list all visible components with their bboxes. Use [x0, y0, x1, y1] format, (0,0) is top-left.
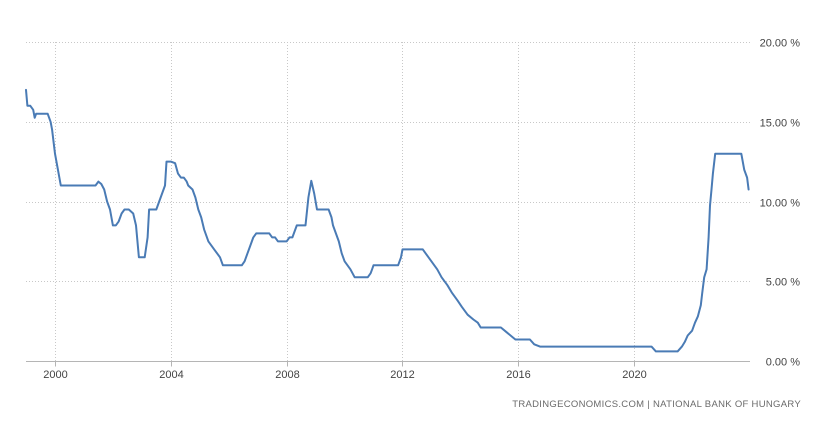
chart-source-credit: TRADINGECONOMICS.COM | NATIONAL BANK OF …	[512, 399, 801, 410]
x-tick-label: 2016	[506, 369, 530, 381]
y-tick-label: 5.00 %	[766, 277, 800, 289]
x-tick-label: 2008	[275, 369, 299, 381]
chart-series	[25, 88, 750, 353]
series-line-0	[25, 88, 750, 353]
y-tick-label: 15.00 %	[760, 118, 801, 130]
x-tick-label: 2000	[43, 369, 67, 381]
x-tick-label: 2004	[159, 369, 183, 381]
y-tick-label: 0.00 %	[766, 357, 800, 369]
y-tick-label: 10.00 %	[760, 198, 801, 210]
x-tick-label: 2020	[622, 369, 646, 381]
x-axis: 2000 2004 2008 2012 2016 2020	[26, 361, 750, 381]
y-axis: 0.00 % 5.00 % 10.00 % 15.00 % 20.00 %	[760, 38, 801, 369]
y-tick-label: 20.00 %	[760, 38, 801, 50]
chart-gridlines	[26, 42, 750, 362]
x-tick-label: 2012	[390, 369, 414, 381]
